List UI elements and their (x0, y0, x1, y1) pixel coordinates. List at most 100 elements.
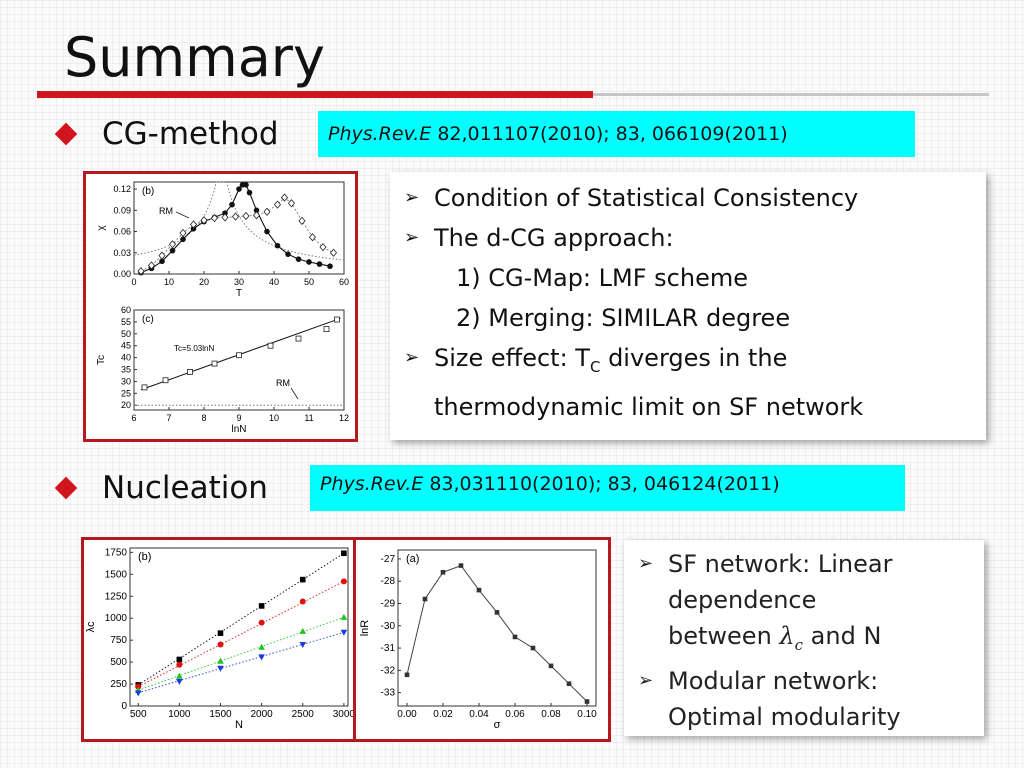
x-tick-label: 11 (304, 413, 313, 423)
data-point-filled (180, 236, 186, 243)
y-tick-label: 500 (110, 657, 127, 668)
chart-lnr-vs-sigma: 0.00 0.02 0.04 0.06 0.08 0.10 -27 -28 -29 -30 -31 -… (359, 549, 597, 731)
data-point-square (217, 630, 224, 636)
text-post: and N (803, 622, 882, 650)
x-tick-label: 9 (236, 413, 241, 423)
data-point-circle (340, 578, 347, 585)
text-post: diverges in the (600, 344, 788, 372)
data-point-square (548, 663, 554, 669)
y-tick-label: 0.00 (113, 269, 131, 279)
diamond-bullet-icon (54, 122, 78, 146)
annotation-arrow (175, 211, 190, 219)
data-point-square (476, 587, 482, 593)
data-point-square (584, 699, 590, 704)
rm-curve (133, 181, 345, 261)
fit-line (138, 616, 345, 691)
list-item: ➢ SF network: Linear (638, 546, 984, 582)
list-item: 1) CG-Map: LMF scheme (404, 258, 986, 298)
y-tick-label: 60 (121, 306, 131, 315)
list-item-text: Size effect: TC diverges in the (434, 338, 787, 387)
ref-journal: Phys.Rev.E (320, 473, 424, 495)
data-point-square (458, 563, 464, 568)
data-point-square (404, 672, 410, 678)
data-point-triangle-down (258, 654, 265, 661)
y-tick-label: -30 (381, 621, 396, 632)
x-tick-label: 2000 (250, 709, 273, 720)
data-point-filled (190, 225, 197, 232)
data-point-diamond (147, 261, 156, 270)
list-item: dependence (638, 582, 984, 618)
data-point-filled (236, 186, 242, 192)
data-point-square (494, 610, 500, 615)
data-point-square (566, 681, 572, 687)
text-box-nucleation: ➢ SF network: Linear dependence between λc … (624, 540, 984, 736)
slide-title: Summary (64, 26, 325, 89)
y-tick-label: 0.12 (113, 184, 131, 194)
ref-citation: 82,011107(2010); 83, 066109(2011) (437, 123, 788, 145)
data-point-diamond (308, 233, 317, 242)
data-point-filled (274, 242, 281, 249)
data-point-triangle-down (176, 678, 183, 685)
y-tick-label: 750 (110, 635, 127, 646)
y-tick-label: -33 (381, 688, 396, 699)
list-item-text: SF network: Linear (668, 550, 893, 578)
data-point-filled (246, 189, 253, 196)
y-axis-label: Tc (96, 355, 107, 365)
list-item: ➢ The d-CG approach: (404, 218, 986, 258)
figure-panel-lnr: 0.00 0.02 0.04 0.06 0.08 0.10 -27 -28 -29 -30 -31 -… (353, 537, 611, 742)
data-point-filled (316, 261, 323, 267)
y-tick-label: -31 (381, 643, 396, 654)
panel-label: (b) (142, 186, 154, 197)
x-tick-label: 1500 (209, 709, 232, 720)
data-point-diamond (319, 242, 327, 252)
list-item-text: 2) Merging: SIMILAR degree (456, 304, 791, 332)
arrow-bullet-icon: ➢ (404, 187, 420, 208)
data-point-diamond (189, 220, 198, 229)
x-tick-label: 0.02 (433, 709, 453, 720)
x-tick-label: 0 (131, 277, 136, 287)
section-nucleation: Nucleation (52, 468, 268, 508)
data-point-diamond (200, 216, 208, 225)
x-tick-label: 30 (234, 277, 244, 287)
section-cg-method: CG-method (52, 114, 279, 154)
y-tick-label: 30 (121, 376, 131, 386)
x-tick-label: 0.00 (397, 709, 417, 720)
data-point-square (236, 352, 242, 359)
plot-frame (133, 181, 345, 275)
x-tick-label: 7 (166, 413, 171, 423)
y-tick-label: -32 (381, 665, 396, 676)
list-item: between λc and N (638, 618, 984, 663)
data-point-triangle-down (340, 629, 348, 636)
data-point-square (141, 384, 148, 391)
data-point-square (440, 569, 446, 575)
arrow-bullet-icon: ➢ (404, 227, 420, 248)
arrow-bullet-icon: ➢ (638, 669, 654, 691)
data-point-diamond (280, 193, 289, 202)
x-tick-label: 40 (269, 277, 279, 287)
data-point-diamond (221, 213, 229, 222)
data-point-filled (229, 201, 235, 208)
y-tick-label: 250 (110, 679, 127, 690)
data-point-diamond (252, 211, 261, 220)
fit-line (138, 580, 345, 688)
list-item-text: Optimal modularity (668, 702, 901, 731)
y-axis-label: lnR (359, 620, 371, 637)
data-point-filled (327, 263, 333, 270)
title-rule-accent (37, 91, 593, 98)
y-tick-label: 55 (121, 317, 131, 327)
section-heading: Nucleation (102, 470, 268, 506)
bullet-list-nucleation: ➢ SF network: Linear dependence between λc … (638, 546, 984, 735)
fit-curve (140, 184, 331, 274)
plot-frame (129, 547, 349, 707)
chart-lambda-vs-n: 500 1000 1500 2000 2500 3000 0 250 500 750 1000 125… (85, 547, 353, 731)
y-tick-label: 0.03 (113, 248, 131, 258)
data-point-diamond (242, 211, 250, 221)
x-tick-label: 50 (304, 277, 314, 287)
data-point-filled (253, 207, 260, 214)
figure-panel-lambda: 500 1000 1500 2000 2500 3000 0 250 500 750 1000 125… (81, 537, 356, 742)
list-item-text: between λc and N (668, 618, 881, 663)
list-item: ➢ Modular network: (638, 663, 984, 699)
data-point-triangle-up (340, 613, 348, 620)
